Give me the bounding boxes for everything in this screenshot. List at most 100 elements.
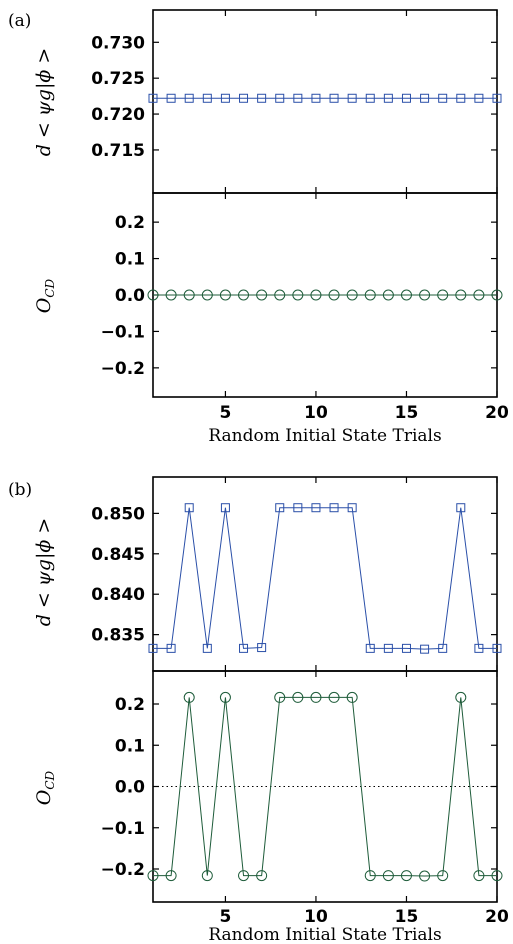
y-tick-label: −0.2 bbox=[101, 359, 145, 379]
data-point-13 bbox=[365, 93, 375, 103]
data-point-6 bbox=[238, 289, 250, 301]
axes-frame bbox=[152, 9, 498, 194]
data-point-5 bbox=[220, 93, 230, 103]
subplot-0-0: 0.715 0.720 0.725 0.730 d < ψg|ϕ > bbox=[33, 9, 502, 194]
data-point-15 bbox=[401, 93, 411, 103]
y-tick-label: 0.850 bbox=[91, 504, 145, 524]
data-point-2 bbox=[165, 289, 177, 301]
data-point-8 bbox=[275, 93, 285, 103]
y-tick-label: 0.720 bbox=[91, 105, 145, 125]
y-tick-label: 0.725 bbox=[91, 69, 145, 89]
x-tick-label: 20 bbox=[485, 403, 509, 423]
data-point-19 bbox=[473, 870, 485, 882]
y-tick-label: 0.0 bbox=[115, 286, 145, 306]
axes-frame bbox=[152, 476, 498, 672]
data-point-6 bbox=[239, 643, 249, 653]
data-point-10 bbox=[310, 289, 322, 301]
y-axis-label: d < ψg|ϕ > bbox=[33, 518, 55, 627]
data-point-8 bbox=[274, 289, 286, 301]
data-point-20 bbox=[492, 643, 502, 653]
data-point-9 bbox=[293, 503, 303, 513]
data-point-17 bbox=[438, 643, 448, 653]
y-tick-label: −0.2 bbox=[101, 860, 145, 880]
data-point-14 bbox=[382, 289, 394, 301]
data-point-11 bbox=[329, 93, 339, 103]
data-point-16 bbox=[420, 93, 430, 103]
data-point-10 bbox=[311, 93, 321, 103]
y-tick-label: 0.840 bbox=[91, 585, 145, 605]
data-point-1 bbox=[148, 643, 158, 653]
data-point-3 bbox=[183, 691, 195, 703]
data-point-19 bbox=[474, 643, 484, 653]
y-tick-label: 0.1 bbox=[115, 250, 145, 270]
x-tick-label: 15 bbox=[395, 403, 419, 423]
y-tick-label: −0.1 bbox=[101, 819, 145, 839]
data-point-11 bbox=[328, 289, 340, 301]
y-tick-label: 0.715 bbox=[91, 141, 145, 161]
data-point-1 bbox=[147, 870, 159, 882]
y-axis-label: OCD bbox=[33, 278, 57, 313]
x-axis-label: Random Initial State Trials bbox=[208, 426, 441, 446]
data-point-13 bbox=[364, 289, 376, 301]
x-tick-label: 10 bbox=[304, 907, 328, 927]
data-point-12 bbox=[346, 289, 358, 301]
data-point-15 bbox=[400, 870, 412, 882]
data-point-13 bbox=[365, 643, 375, 653]
panel-1: (b) 0.835 0.840 0.845 0.850 d < ψg|ϕ > −0.2 −0.… bbox=[8, 476, 509, 944]
x-tick-label: 10 bbox=[304, 403, 328, 423]
y-tick-label: 0.835 bbox=[91, 626, 145, 646]
data-point-15 bbox=[400, 289, 412, 301]
data-point-13 bbox=[364, 870, 376, 882]
data-point-9 bbox=[292, 289, 304, 301]
data-point-11 bbox=[329, 503, 339, 513]
x-tick-label: 20 bbox=[485, 907, 509, 927]
data-point-10 bbox=[310, 691, 322, 703]
data-point-19 bbox=[474, 93, 484, 103]
data-point-14 bbox=[383, 643, 393, 653]
y-tick-label: 0.730 bbox=[91, 33, 145, 53]
data-point-2 bbox=[166, 93, 176, 103]
data-point-12 bbox=[347, 93, 357, 103]
subplot-0-1: −0.2 −0.1 0.0 0.1 0.2 OCD bbox=[33, 192, 503, 398]
data-point-2 bbox=[166, 643, 176, 653]
data-point-7 bbox=[257, 643, 267, 653]
data-point-3 bbox=[184, 93, 194, 103]
data-point-14 bbox=[383, 93, 393, 103]
data-point-7 bbox=[256, 289, 268, 301]
y-tick-label: 0.845 bbox=[91, 545, 145, 565]
data-point-12 bbox=[346, 691, 358, 703]
data-point-1 bbox=[147, 289, 159, 301]
data-point-20 bbox=[491, 289, 503, 301]
data-point-18 bbox=[455, 691, 467, 703]
data-point-3 bbox=[183, 289, 195, 301]
data-point-16 bbox=[419, 289, 431, 301]
series-line bbox=[153, 507, 497, 650]
data-point-17 bbox=[437, 289, 449, 301]
series-line bbox=[153, 696, 497, 877]
data-point-4 bbox=[202, 643, 212, 653]
data-point-7 bbox=[257, 93, 267, 103]
data-point-12 bbox=[347, 503, 357, 513]
data-point-6 bbox=[239, 93, 249, 103]
data-point-6 bbox=[238, 870, 250, 882]
subplot-1-1: −0.2 −0.1 0.0 0.1 0.2 OCD bbox=[33, 670, 503, 903]
y-tick-label: 0.0 bbox=[115, 778, 145, 798]
y-axis-label: d < ψg|ϕ > bbox=[33, 48, 55, 157]
data-point-19 bbox=[473, 289, 485, 301]
data-point-16 bbox=[420, 644, 430, 654]
data-point-18 bbox=[455, 289, 467, 301]
panel-label: (b) bbox=[8, 480, 32, 500]
y-axis-label: OCD bbox=[33, 770, 57, 805]
data-point-5 bbox=[220, 503, 230, 513]
data-point-8 bbox=[274, 691, 286, 703]
data-point-3 bbox=[184, 503, 194, 513]
data-point-9 bbox=[293, 93, 303, 103]
x-tick-label: 5 bbox=[219, 403, 231, 423]
data-point-9 bbox=[292, 691, 304, 703]
data-point-10 bbox=[311, 503, 321, 513]
y-tick-label: −0.1 bbox=[101, 322, 145, 342]
data-point-4 bbox=[202, 93, 212, 103]
data-point-4 bbox=[201, 289, 213, 301]
x-axis-label: Random Initial State Trials bbox=[208, 925, 441, 944]
